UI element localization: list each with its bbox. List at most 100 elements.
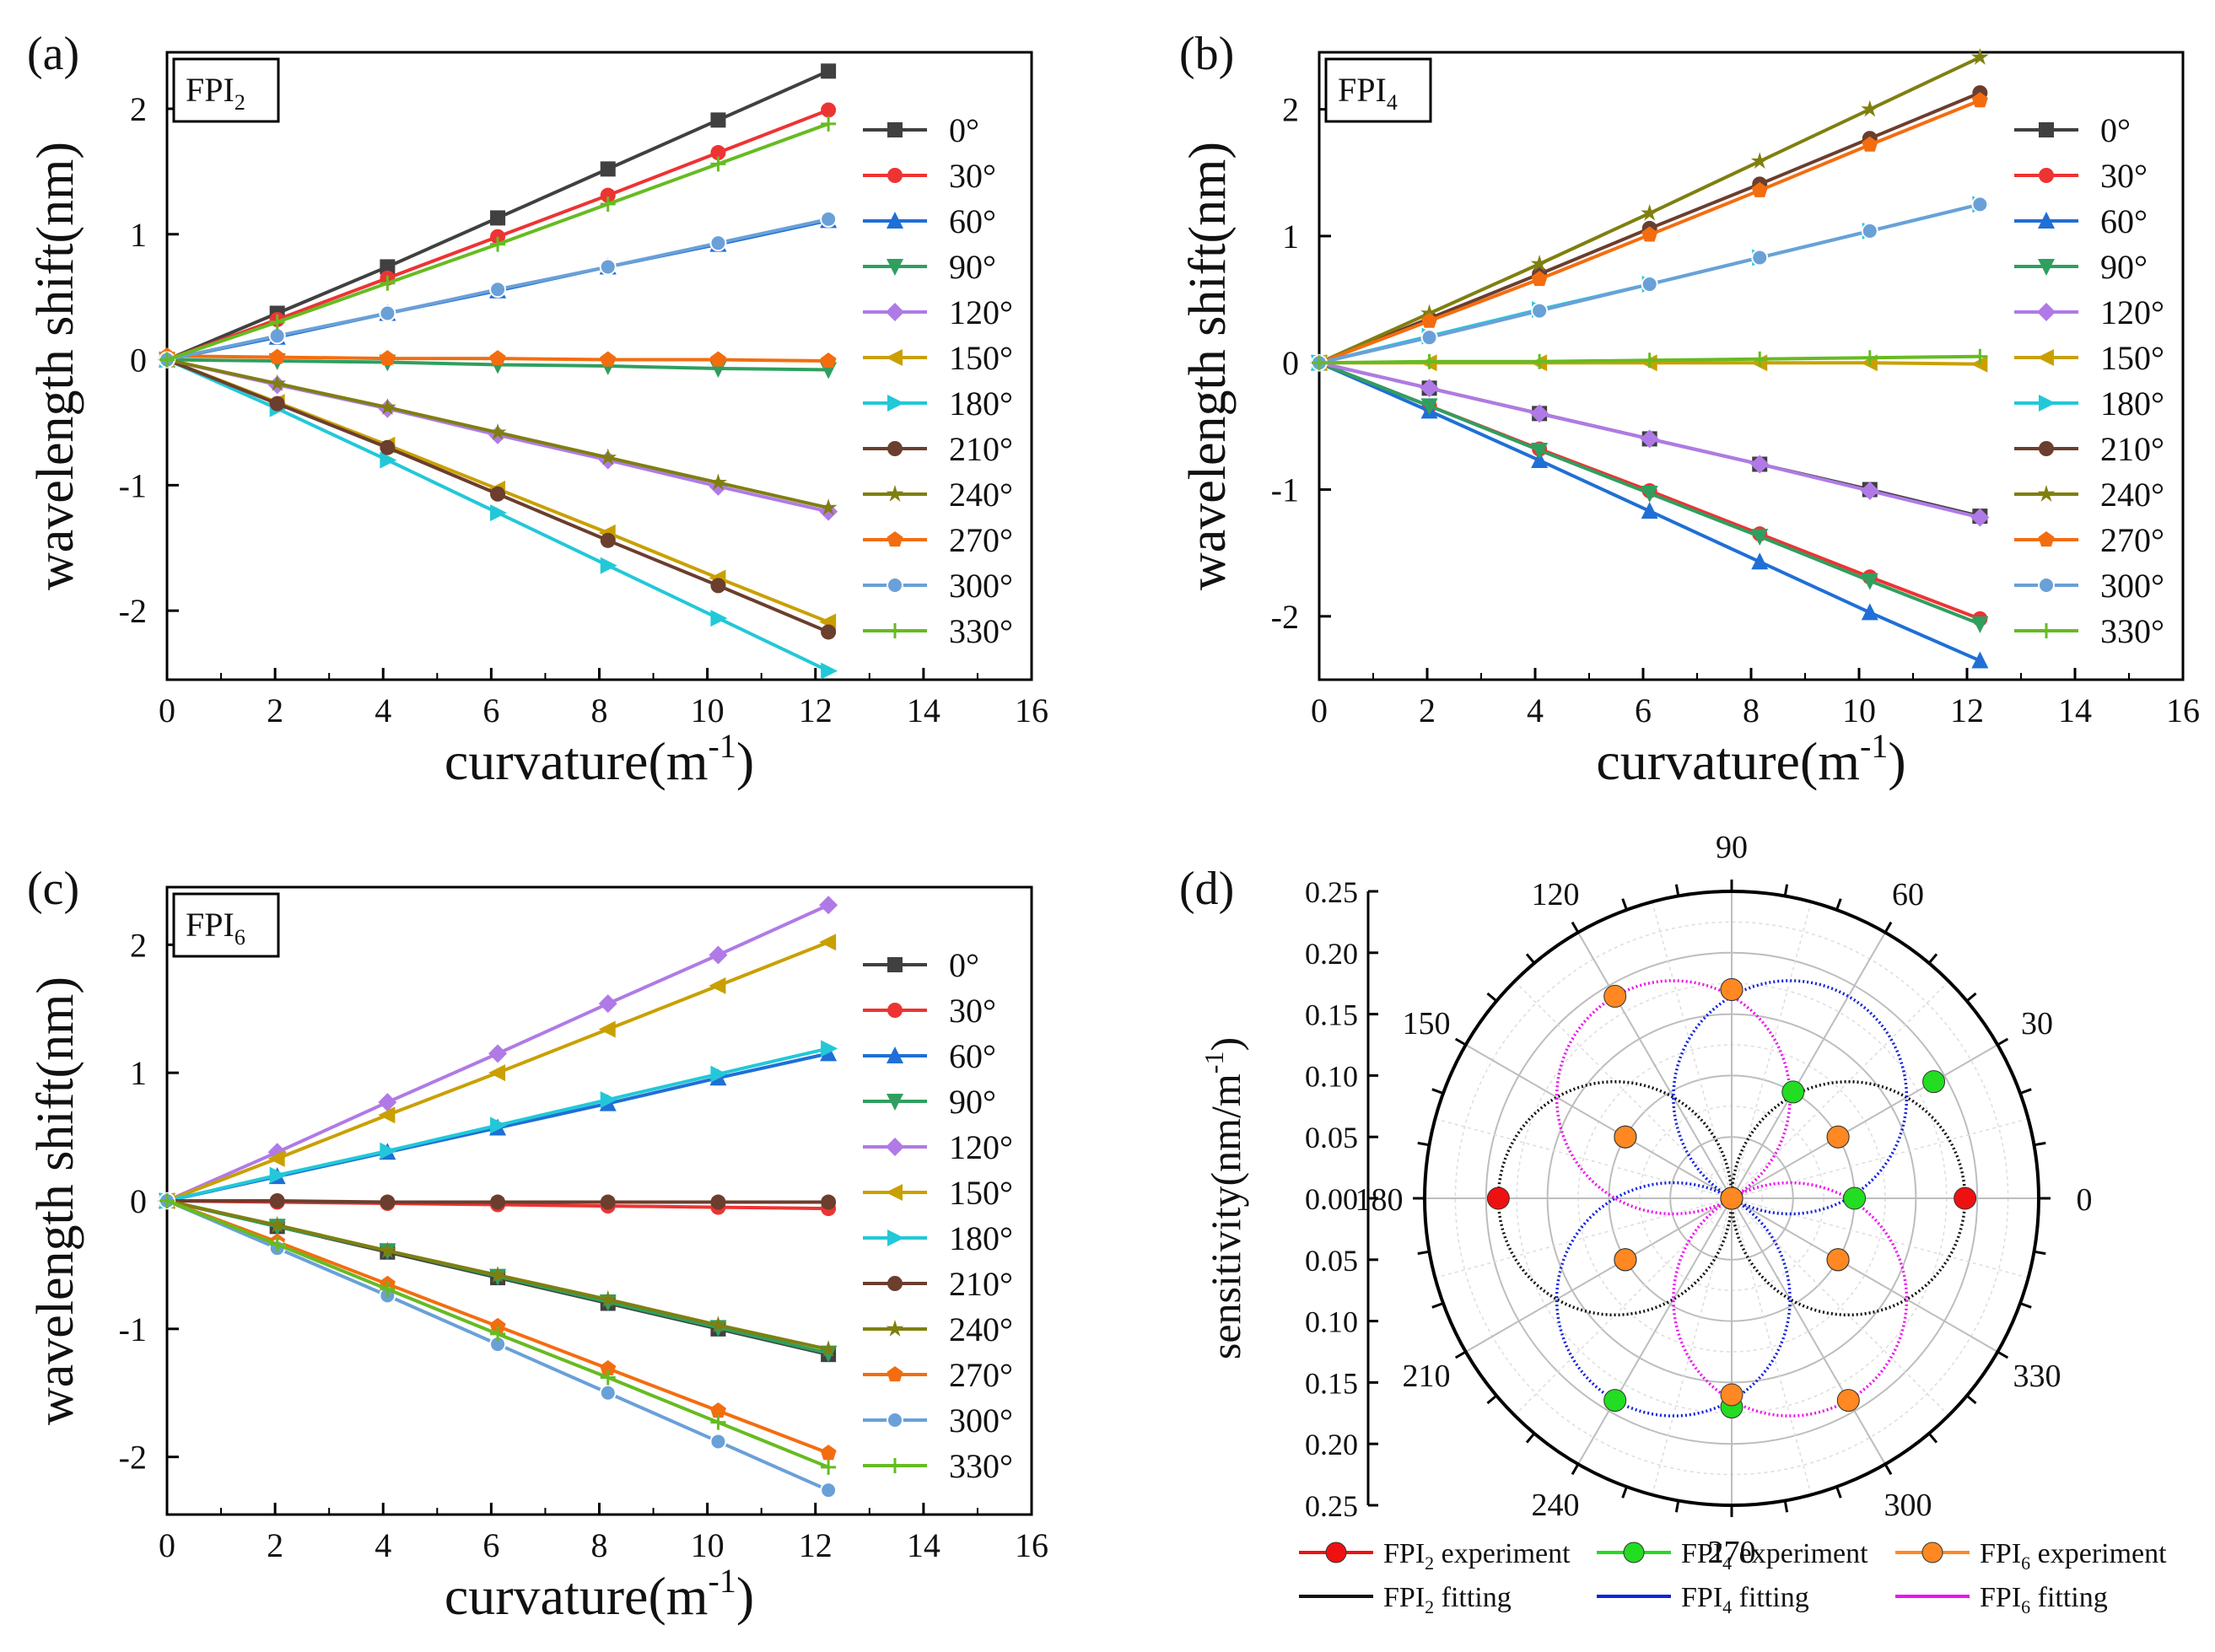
legend-marker bbox=[887, 212, 903, 229]
polar-y-tick-label: 0.20 bbox=[1305, 937, 1358, 971]
y-tick-label: 1 bbox=[1282, 218, 1299, 256]
legend-marker bbox=[887, 1458, 903, 1473]
legend-marker bbox=[887, 259, 903, 276]
experiment-point bbox=[1603, 984, 1627, 1008]
data-point bbox=[269, 1193, 285, 1208]
data-point bbox=[1531, 302, 1549, 320]
x-tick-label: 14 bbox=[2058, 691, 2092, 729]
polar-outer-tick bbox=[1884, 1463, 1893, 1476]
legend-marker bbox=[887, 531, 903, 547]
y-tick-label: 1 bbox=[130, 1054, 147, 1092]
legend-label: 300° bbox=[2100, 567, 2164, 605]
data-point bbox=[269, 314, 285, 330]
experiment-point bbox=[1781, 1080, 1805, 1104]
data-point bbox=[1750, 455, 1770, 474]
legend-item: 210° bbox=[863, 430, 1013, 468]
polar-angle-label: 60 bbox=[1892, 877, 1924, 912]
legend-label: 330° bbox=[949, 612, 1013, 650]
data-point bbox=[600, 1091, 617, 1109]
polar-legend-sub: 4 bbox=[1722, 1552, 1732, 1574]
data-point bbox=[709, 1316, 727, 1333]
data-point bbox=[488, 1044, 508, 1063]
polar-outer-tick bbox=[1486, 1394, 1498, 1405]
polar-outer-tick bbox=[1417, 1141, 1430, 1147]
data-point bbox=[599, 448, 617, 465]
legend-item: 180° bbox=[863, 385, 1013, 422]
data-point bbox=[1971, 616, 1989, 633]
x-axis-title-main: curvature(m bbox=[1596, 731, 1860, 791]
data-point bbox=[819, 498, 838, 516]
polar-legend-main: FPI bbox=[1681, 1582, 1722, 1613]
data-point bbox=[710, 1414, 726, 1430]
data-point bbox=[1530, 255, 1549, 272]
data-point bbox=[380, 451, 397, 469]
fpi-label-sub: 2 bbox=[234, 90, 245, 115]
legend-item: 180° bbox=[863, 1219, 1013, 1257]
polar-outer-tick bbox=[1835, 1486, 1842, 1499]
polar-legend-main: FPI bbox=[1980, 1582, 2021, 1613]
legend-item: 270° bbox=[2014, 521, 2164, 559]
legend-marker bbox=[2038, 212, 2055, 229]
data-point bbox=[600, 557, 617, 574]
series-7 bbox=[159, 1193, 837, 1210]
legend-item: 90° bbox=[863, 248, 996, 286]
legend-item: 330° bbox=[863, 612, 1013, 650]
x-tick-label: 2 bbox=[1419, 691, 1436, 729]
data-point bbox=[488, 1064, 506, 1082]
data-point bbox=[819, 1340, 838, 1358]
legend-label: 90° bbox=[949, 248, 996, 286]
legend-label: 210° bbox=[2100, 430, 2164, 468]
polar-outer-tick bbox=[1997, 1037, 2009, 1047]
data-point bbox=[489, 350, 506, 366]
y-tick-label: -1 bbox=[1271, 471, 1299, 509]
polar-outer-tick bbox=[1783, 1500, 1789, 1513]
x-tick-label: 6 bbox=[1635, 691, 1652, 729]
data-point bbox=[378, 1106, 396, 1124]
legend-item: 150° bbox=[863, 339, 1013, 377]
polar-legend-main: FPI bbox=[1980, 1538, 2021, 1569]
legend-label: 60° bbox=[949, 202, 996, 240]
polar-angle-label: 210 bbox=[1403, 1359, 1451, 1394]
data-point bbox=[1532, 353, 1548, 369]
y-tick-label: 0 bbox=[130, 1182, 147, 1220]
data-point bbox=[709, 1433, 727, 1450]
y-tick-label: 2 bbox=[1282, 91, 1299, 129]
experiment-point bbox=[1826, 1125, 1850, 1149]
x-tick-label: 8 bbox=[1743, 691, 1760, 729]
experiment-point bbox=[1603, 1389, 1627, 1413]
legend-item: 240° bbox=[863, 476, 1013, 514]
legend-marker bbox=[2037, 349, 2054, 366]
data-point bbox=[1312, 355, 1327, 371]
data-point bbox=[380, 275, 396, 291]
panel-label-a: (a) bbox=[27, 28, 79, 80]
polar-outer-tick bbox=[1571, 1463, 1580, 1476]
polar-angle-label: 180 bbox=[1355, 1182, 1404, 1218]
fpi-label-main: FPI bbox=[186, 906, 234, 944]
series-9 bbox=[159, 1192, 837, 1461]
legend-marker bbox=[887, 957, 903, 972]
data-point bbox=[821, 1459, 837, 1475]
data-point bbox=[269, 1166, 287, 1184]
y-tick-label: -1 bbox=[119, 1310, 147, 1348]
legend-marker bbox=[886, 1320, 904, 1337]
x-tick-label: 12 bbox=[1950, 691, 1984, 729]
y-tick-label: 2 bbox=[130, 90, 147, 128]
x-axis-title-main: curvature(m bbox=[445, 1566, 709, 1626]
legend-item: 210° bbox=[863, 1265, 1013, 1303]
data-point bbox=[380, 439, 396, 455]
legend-label: 210° bbox=[949, 430, 1013, 468]
data-point bbox=[1641, 203, 1659, 221]
polar-y-axis-title: sensitivity(nm/m-1) bbox=[1199, 1037, 1249, 1359]
panel-d: (d) 0 30 60 90 120 150 180 210 240 270 300 330 0.25 0… bbox=[1179, 830, 2167, 1617]
legend-marker bbox=[887, 1047, 903, 1063]
polar-minor-spoke bbox=[1514, 1197, 1733, 1416]
polar-outer-tick bbox=[1621, 898, 1628, 911]
legend-label: 0° bbox=[949, 111, 979, 149]
x-tick-label: 14 bbox=[907, 1526, 940, 1564]
data-point bbox=[819, 896, 838, 915]
polar-minor-spoke bbox=[1731, 1197, 1949, 1416]
polar-angle-label: 30 bbox=[2021, 1006, 2053, 1041]
data-point bbox=[380, 259, 396, 275]
x-axis-title: curvature(m-1) bbox=[445, 727, 754, 791]
